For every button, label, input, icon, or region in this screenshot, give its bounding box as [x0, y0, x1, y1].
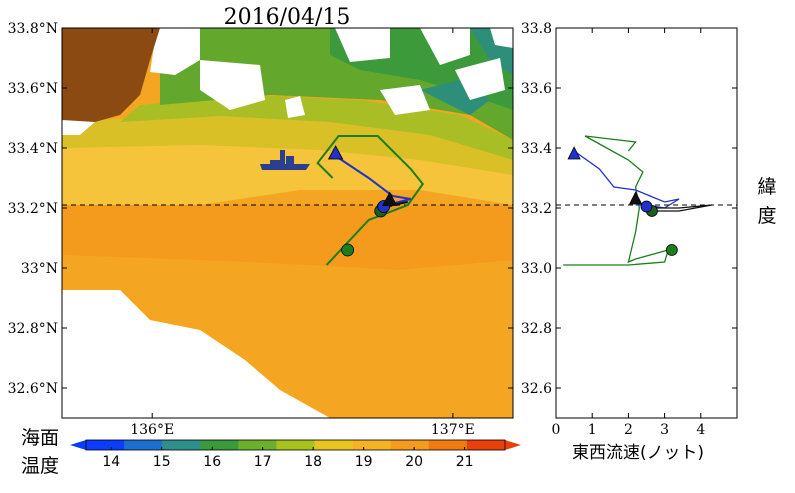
- side-x-tick-label: 2: [624, 422, 633, 438]
- colorbar-tick-label: 16: [203, 454, 221, 470]
- map-y-axis: 33.8°N 33.6°N 33.4°N 33.2°N 33°N 32.8°N 32.6°N: [8, 21, 513, 397]
- map-track: [332, 153, 412, 206]
- colorbar-tick-label: 18: [304, 454, 322, 470]
- map-marker-triangle: [382, 191, 398, 206]
- side-y-axis-label-line2: 度: [757, 205, 776, 227]
- sst-field: [62, 28, 513, 418]
- side-x-axis: 0 1 2 3 4: [552, 28, 705, 438]
- side-x-tick-label: 0: [552, 422, 561, 438]
- side-y-tick-label: 33.0: [521, 261, 552, 277]
- colorbar: 海面 温度 14 15 16 17 18 19 20 21: [21, 427, 521, 477]
- colorbar-tick-label: 17: [254, 454, 272, 470]
- side-marker-triangle: [567, 146, 581, 160]
- colorbar-ramp: [70, 439, 521, 451]
- colorbar-frame: [85, 439, 506, 451]
- side-panel: 32.6 32.8 33.0 33.2 33.4 33.6 33.8 0 1 2 3 4 東西流速(…: [521, 21, 777, 463]
- side-marker-circle: [665, 244, 678, 256]
- side-series-line: [563, 135, 670, 266]
- map-x-axis: 136°E 137°E: [130, 28, 475, 438]
- colorbar-label-line1: 海面: [21, 427, 59, 449]
- side-x-tick-label: 3: [660, 422, 669, 438]
- map-frame: [61, 27, 514, 419]
- colorbar-segment: [352, 440, 392, 450]
- colorbar-segment: [466, 440, 506, 450]
- ship-icon: [260, 150, 310, 170]
- colorbar-max-arrow: [505, 440, 521, 450]
- map-marker-triangle: [327, 145, 344, 160]
- side-y-tick-label: 33.8: [521, 21, 552, 37]
- map-y-tick-label: 32.6°N: [8, 381, 58, 397]
- colorbar-segment: [200, 440, 239, 450]
- map-y-tick-label: 33.4°N: [8, 141, 58, 157]
- side-marker-triangle: [628, 191, 643, 205]
- colorbar-tick-label: 14: [102, 454, 120, 470]
- map-x-tick-label: 136°E: [130, 422, 174, 438]
- colorbar-segment: [390, 440, 430, 450]
- colorbar-segment: [124, 440, 163, 450]
- colorbar-segment: [238, 440, 277, 450]
- colorbar-segment: [428, 440, 468, 450]
- map-x-tick-label: 137°E: [431, 422, 475, 438]
- map-panel: 2016/04/15: [8, 5, 514, 438]
- colorbar-tick-label: 15: [153, 454, 171, 470]
- map-y-tick-label: 33.2°N: [8, 201, 58, 217]
- colorbar-tick-label: 19: [355, 454, 373, 470]
- colorbar-tick-label: 20: [405, 454, 423, 470]
- map-marker-circle: [341, 243, 355, 257]
- map-title: 2016/04/15: [224, 5, 351, 30]
- colorbar-label-line2: 温度: [21, 455, 59, 477]
- map-y-tick-label: 33°N: [21, 261, 58, 277]
- colorbar-segment: [86, 440, 125, 450]
- side-x-axis-label: 東西流速(ノット): [572, 443, 704, 463]
- side-y-axis: 32.6 32.8 33.0 33.2 33.4 33.6 33.8: [521, 21, 737, 397]
- map-y-tick-label: 33.8°N: [8, 21, 58, 37]
- map-y-tick-label: 33.6°N: [8, 81, 58, 97]
- side-x-tick-label: 1: [588, 422, 597, 438]
- side-y-axis-label-line1: 緯: [757, 176, 776, 198]
- side-frame: [555, 27, 738, 419]
- colorbar-min-arrow: [70, 440, 86, 450]
- side-y-tick-label: 33.4: [521, 141, 552, 157]
- side-y-tick-label: 32.8: [521, 321, 552, 337]
- side-series: [556, 135, 737, 266]
- colorbar-ticks: 14 15 16 17 18 19 20 21: [102, 447, 474, 470]
- side-y-tick-label: 33.6: [521, 81, 552, 97]
- colorbar-segment: [162, 440, 201, 450]
- colorbar-segment: [276, 440, 316, 450]
- map-y-tick-label: 32.8°N: [8, 321, 58, 337]
- colorbar-tick-label: 21: [456, 454, 474, 470]
- side-y-tick-label: 32.6: [521, 381, 552, 397]
- side-y-tick-label: 33.2: [521, 201, 552, 217]
- side-marker-circle: [640, 200, 653, 213]
- side-x-tick-label: 4: [696, 422, 705, 438]
- colorbar-segment: [314, 440, 354, 450]
- map-tracks: [62, 135, 513, 266]
